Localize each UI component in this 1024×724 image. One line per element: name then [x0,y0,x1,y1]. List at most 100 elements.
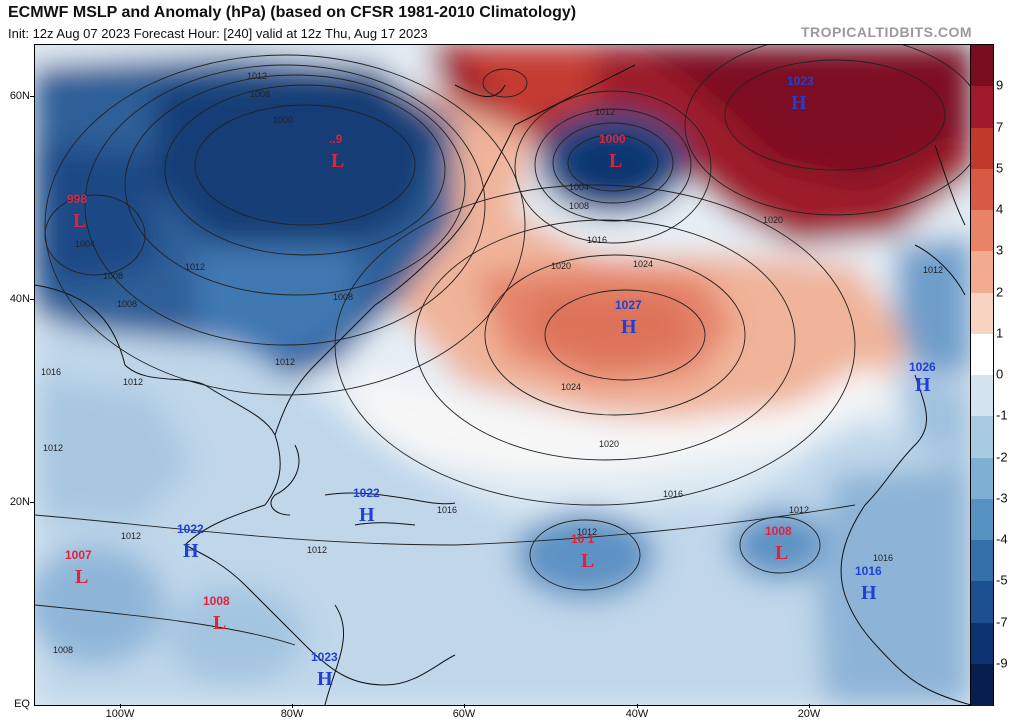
pressure-letter: L [73,210,86,232]
lat-label: 20N [9,496,30,508]
colorbar-segment [971,663,993,706]
pressure-value: 1023 [311,650,338,664]
colorbar-segment [971,45,993,87]
pressure-value: 1026 [909,360,936,374]
colorbar-segment [971,168,993,211]
colorbar-segment [971,127,993,170]
brand-watermark[interactable]: TROPICALTIDBITS.COM [800,24,972,40]
pressure-value: 998 [67,192,87,206]
pressure-value: 1027 [615,298,642,312]
high-center: 1022 H [353,486,380,526]
high-center: 1023 H [311,650,338,690]
pressure-centers: 1023 H 1000 L 998 L ..9 L 1027 H 1026 H … [65,74,936,690]
isobar-label: 1012 [43,443,63,453]
lat-label: 60N [9,90,30,102]
isobar-label: 1008 [117,299,137,309]
lon-tick [637,704,638,708]
isobar-label: 1016 [437,505,457,515]
isobar-label: 1016 [663,489,683,499]
isobar-label: 1016 [873,553,893,563]
colorbar-label: 1 [996,325,1004,341]
lat-tick [30,299,34,300]
isobar-label: 1012 [247,71,267,81]
colorbar-segment [971,540,993,582]
low-center: 1008 L [765,524,792,564]
low-center: 1008 L [203,594,230,634]
colorbar-segment [971,581,993,623]
low-center: 1000 L [599,132,626,172]
pressure-letter: H [915,374,931,396]
low-center: ..9 L [329,132,344,172]
lon-label: 40W [625,708,649,720]
lat-tick [30,502,34,503]
isobar-label: 1012 [121,531,141,541]
colorbar-label: 0 [996,366,1004,382]
colorbar-label: 5 [996,160,1004,176]
colorbar-label: 4 [996,201,1004,217]
high-center: 1023 H [787,74,814,114]
low-center: 10 1 L [571,532,595,572]
colorbar-label: -7 [996,614,1008,629]
isobar-label: 1016 [41,367,61,377]
isobar-label: 1020 [551,261,571,271]
isobar-label: 1012 [577,527,597,537]
pressure-letter: L [331,150,344,172]
isobar-label: 1016 [587,235,607,245]
map-panel: 1012 1008 1000 1004 1008 1012 1012 1008 … [34,44,972,706]
isobar-label: 1004 [569,182,589,192]
colorbar-segment [971,457,993,500]
pressure-value: 1023 [787,74,814,88]
pressure-letter: H [861,582,877,604]
lon-tick [120,704,121,708]
lat-label: 40N [9,293,30,305]
isobar-label: 1008 [250,89,270,99]
low-center: 1007 L [65,548,92,588]
isobar-label: 1004 [75,239,95,249]
colorbar-label: -9 [996,655,1008,671]
colorbar-label: -5 [996,572,1008,588]
isobar-label: 1020 [599,439,619,449]
anomaly-field [35,45,971,705]
pressure-letter: L [75,566,88,588]
isobar-label: 1012 [923,265,943,275]
pressure-value: 1016 [855,564,882,578]
pressure-value: 1007 [65,548,92,562]
pressure-value: 1022 [177,522,204,536]
pressure-letter: L [581,550,594,572]
colorbar-segment [971,210,993,252]
lon-tick [809,704,810,708]
lon-label: 100W [105,708,135,720]
pressure-letter: H [791,92,807,114]
isobar-label: 1012 [307,545,327,555]
lon-tick [464,704,465,708]
isobar-label: 1012 [789,505,809,515]
pressure-value: ..9 [329,132,343,146]
isobar-label: 1008 [569,201,589,211]
colorbar-label: 9 [996,77,1004,93]
pressure-value: 10 1 [571,532,595,546]
colorbar-label: -3 [996,490,1008,506]
colorbar-label: 3 [996,242,1004,258]
pressure-letter: L [213,612,226,634]
anomaly-map: 1012 1008 1000 1004 1008 1012 1012 1008 … [35,45,971,705]
pressure-letter: H [359,504,375,526]
isobar-label: 1012 [185,262,205,272]
coastlines [35,64,971,705]
colorbar-label: -1 [996,407,1008,423]
high-center: 1026 H [909,360,936,396]
high-center: 1016 H [855,564,882,604]
pressure-letter: H [317,668,333,690]
colorbar [970,44,994,706]
isobar-label: 1012 [595,107,615,117]
colorbar-segment [971,375,993,417]
map-subtitle: Init: 12z Aug 07 2023 Forecast Hour: [24… [8,26,428,41]
colorbar-segment [971,333,993,376]
pressure-letter: H [621,316,637,338]
lon-label: 80W [280,708,304,720]
isobar-label: 1012 [275,357,295,367]
colorbar-label: -2 [996,449,1008,464]
colorbar-segment [971,622,993,665]
colorbar-label: -4 [996,531,1008,547]
colorbar-label: 7 [996,119,1004,134]
colorbar-segment [971,416,993,458]
